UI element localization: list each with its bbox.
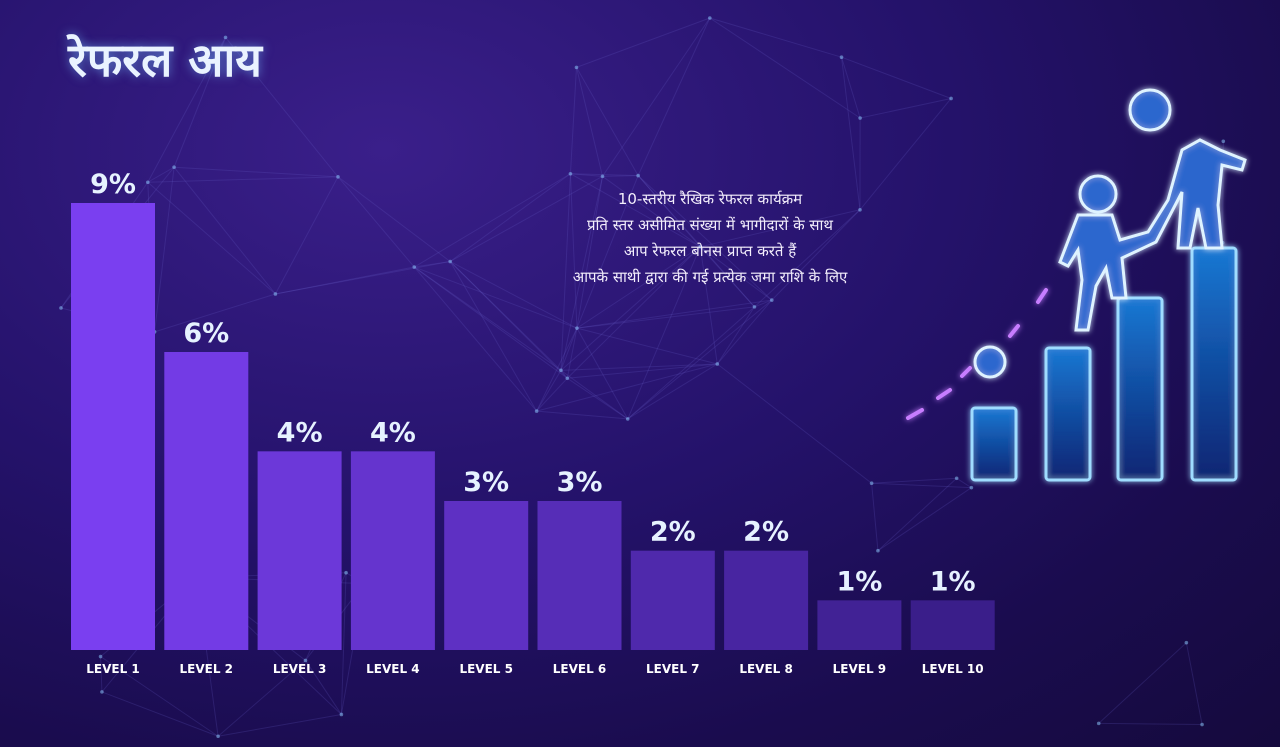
- bar-value-label: 6%: [183, 318, 229, 349]
- bar-level-9: [817, 600, 902, 650]
- description-line: प्रति स्तर असीमित संख्या में भागीदारों क…: [587, 216, 833, 234]
- description-line: 10-स्तरीय रैखिक रेफरल कार्यक्रम: [617, 190, 803, 208]
- x-tick-label: LEVEL 10: [922, 662, 984, 676]
- bar-value-label: 9%: [90, 169, 136, 200]
- x-tick-label: LEVEL 9: [833, 662, 887, 676]
- bar-level-6: [537, 501, 622, 650]
- bar-value-label: 2%: [650, 517, 696, 548]
- bar-value-label: 4%: [370, 417, 416, 448]
- bar-value-label: 2%: [743, 517, 789, 548]
- x-tick-label: LEVEL 2: [180, 662, 234, 676]
- bar-value-label: 3%: [463, 467, 509, 498]
- x-tick-label: LEVEL 8: [739, 662, 793, 676]
- bar-level-8: [724, 550, 809, 650]
- x-tick-label: LEVEL 6: [553, 662, 607, 676]
- people-climbing-bar-chart-icon: [906, 88, 1247, 482]
- bar-level-4: [350, 451, 435, 650]
- bar-value-label: 1%: [930, 566, 976, 597]
- x-tick-label: LEVEL 7: [646, 662, 700, 676]
- bar-level-5: [444, 501, 529, 650]
- bar-level-7: [630, 550, 715, 650]
- bar-level-2: [164, 352, 249, 650]
- bar-level-10: [910, 600, 995, 650]
- x-tick-label: LEVEL 4: [366, 662, 420, 676]
- bar-value-label: 1%: [836, 566, 882, 597]
- description-text: 10-स्तरीय रैखिक रेफरल कार्यक्रम प्रति स्…: [500, 186, 920, 290]
- description-line: आप रेफरल बोनस प्राप्त करते हैं: [623, 242, 797, 260]
- bar-level-3: [257, 451, 342, 650]
- page-title: रेफरल आय: [68, 33, 262, 87]
- x-tick-label: LEVEL 5: [459, 662, 513, 676]
- description-line: आपके साथी द्वारा की गई प्रत्येक जमा राशि…: [572, 268, 848, 286]
- bar-value-label: 3%: [557, 467, 603, 498]
- x-tick-label: LEVEL 3: [273, 662, 327, 676]
- bar-value-label: 4%: [277, 417, 323, 448]
- x-tick-label: LEVEL 1: [86, 662, 140, 676]
- referral-level-bar-chart: 9% LEVEL 1 6% LEVEL 2 4% LEVEL 3 4% LEVEL 4 3% LE…: [71, 169, 995, 676]
- bar-level-1: [71, 203, 155, 650]
